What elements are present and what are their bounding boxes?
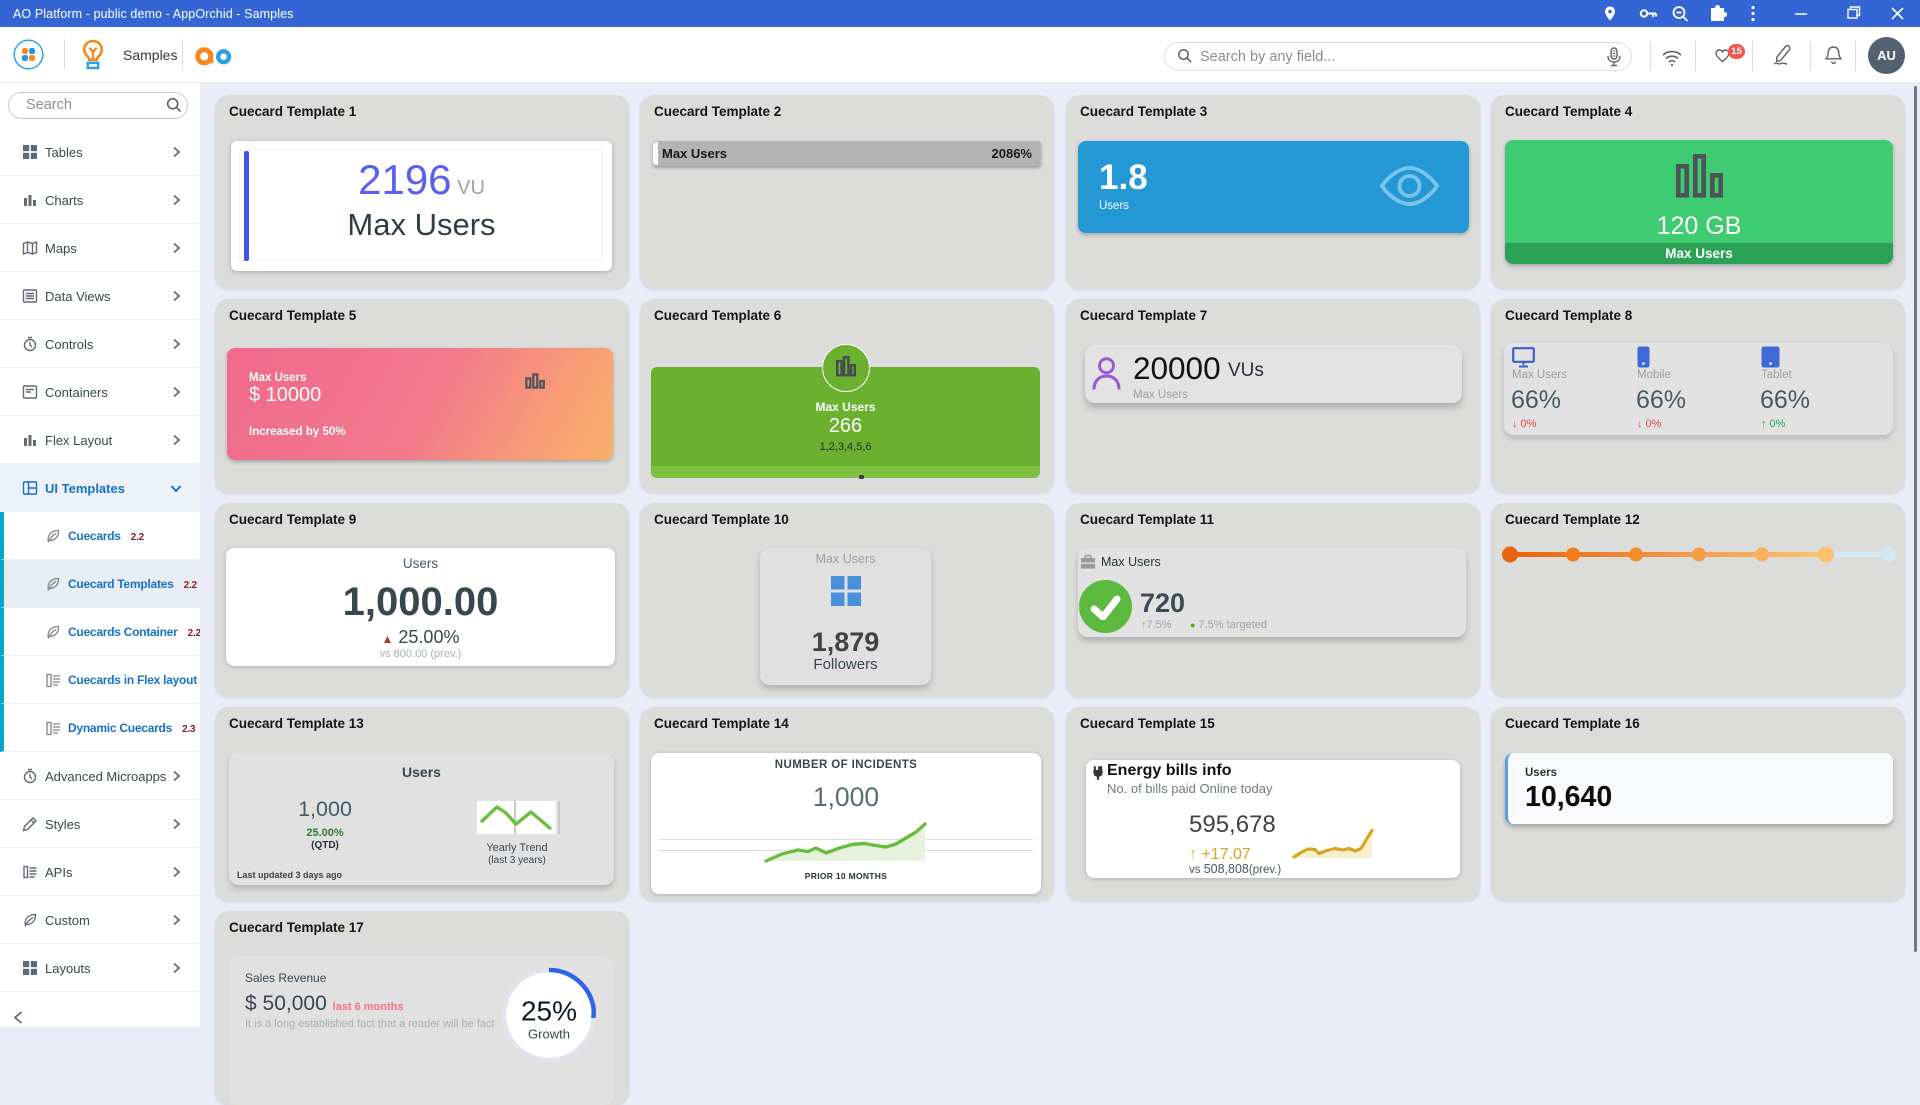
svg-text:25%: 25% — [521, 996, 577, 1027]
svg-text:Growth: Growth — [528, 1027, 570, 1042]
